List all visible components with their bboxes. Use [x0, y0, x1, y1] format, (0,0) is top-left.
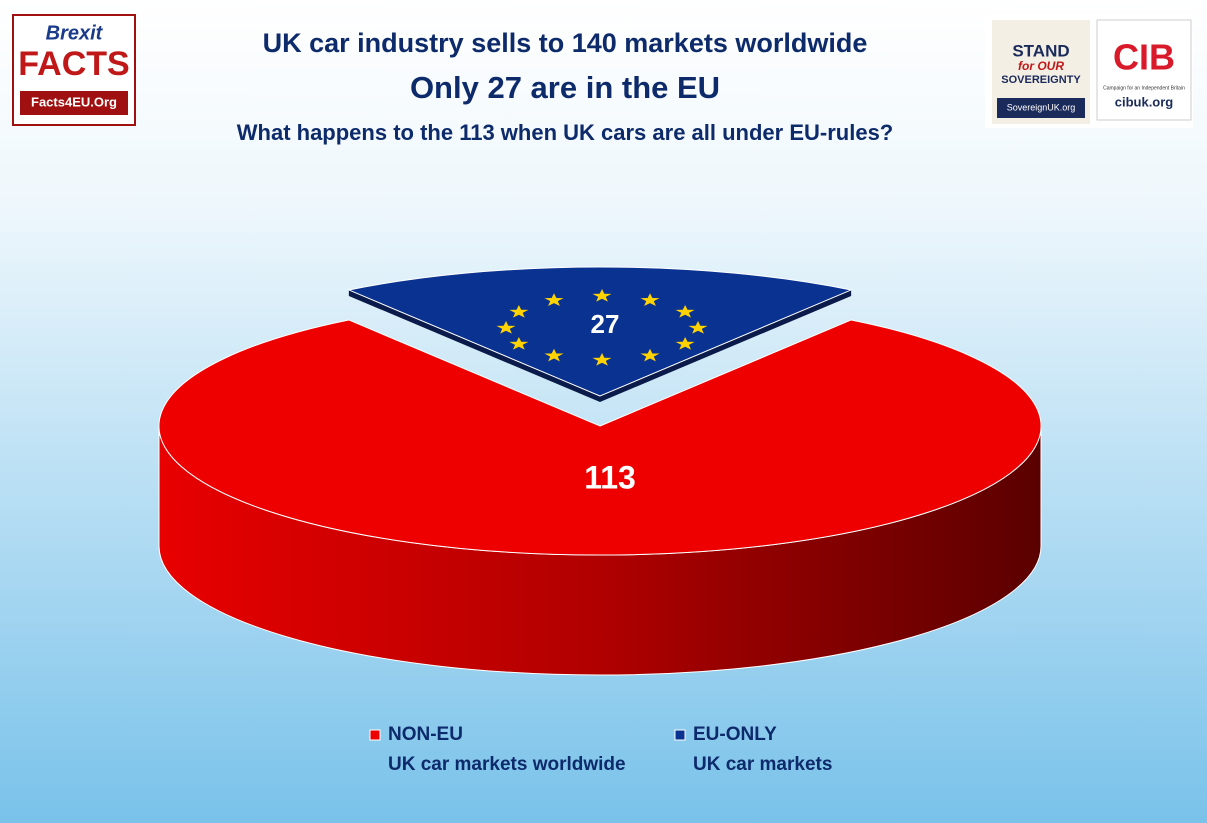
logo-text: cibuk.org: [1115, 94, 1174, 109]
eu-star: [544, 293, 564, 306]
eu-star: [592, 353, 612, 366]
eu-star: [592, 289, 612, 302]
legend-label: NON-EU: [388, 724, 463, 745]
logo-text: Brexit: [46, 22, 104, 44]
pie-slice: [347, 266, 853, 397]
logo-text: Facts4EU.Org: [31, 94, 117, 109]
logo-band: [997, 98, 1085, 118]
data-label: 27: [591, 309, 620, 339]
brexit-logo: Brexit FACTS Facts4EU.Org: [12, 14, 136, 126]
logo-text: FACTS: [18, 45, 129, 83]
logo-text: STAND: [1012, 41, 1069, 60]
eu-star: [675, 305, 695, 318]
eu-star: [496, 321, 516, 334]
eu-star: [640, 293, 660, 306]
logo-text: SovereignUK.org: [1007, 102, 1076, 112]
logo-text: CIB: [1113, 37, 1175, 78]
legend-swatch: [674, 729, 686, 741]
legend-description: UK car markets worldwide: [388, 754, 626, 775]
eu-star: [675, 337, 695, 350]
legend-description: UK car markets: [693, 754, 832, 775]
data-label: 113: [584, 459, 636, 495]
logo-text: SOVEREIGNTY: [1001, 74, 1081, 86]
legend-swatch: [369, 729, 381, 741]
chart-title: Only 27 are in the EU: [410, 70, 720, 105]
legend-label: EU-ONLY: [693, 724, 777, 745]
eu-star: [688, 321, 708, 334]
logo-band: [20, 91, 128, 115]
chart-subtitle: What happens to the 113 when UK cars are…: [237, 120, 894, 145]
logo-box: [1096, 19, 1192, 121]
logo-text: Campaign for an Independent Britain: [1103, 85, 1185, 91]
pie-slice: [158, 319, 1042, 556]
eu-star: [509, 337, 529, 350]
eu-star: [544, 348, 564, 362]
partner-logos: STAND for OUR SOVEREIGNTY SovereignUK.or…: [985, 14, 1193, 128]
logo-text: for OUR: [1018, 59, 1064, 73]
chart-title: UK car industry sells to 140 markets wor…: [263, 28, 868, 58]
eu-star: [509, 305, 529, 318]
eu-star: [640, 348, 660, 362]
